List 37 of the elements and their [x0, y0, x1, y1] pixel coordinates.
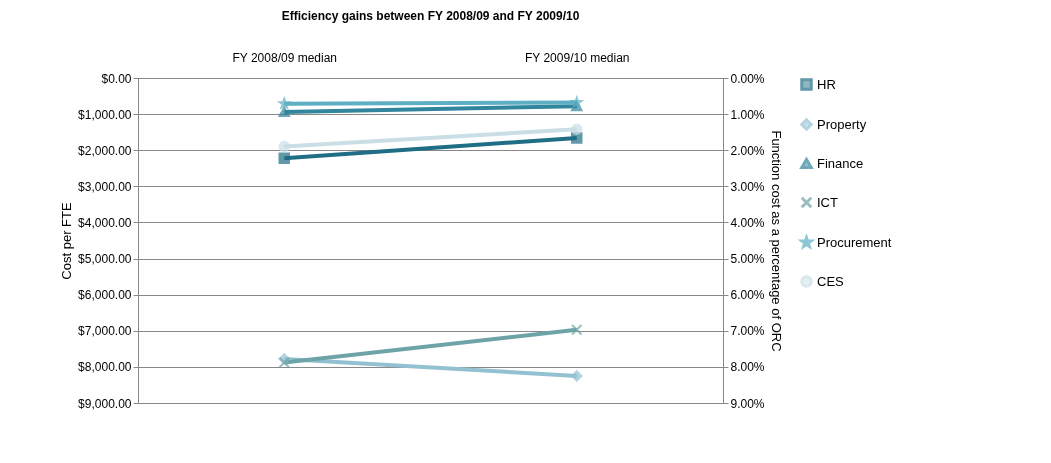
- x-tick-label: FY 2009/10 median: [524, 50, 630, 65]
- point: [278, 152, 290, 164]
- y2-tick-label: 7.00%: [730, 324, 765, 339]
- y2-tick-label: 4.00%: [730, 215, 765, 230]
- y2-tick-label: 0.00%: [730, 71, 765, 86]
- point: [278, 356, 290, 369]
- y2-tick-label: 1.00%: [730, 107, 765, 122]
- chart-title: Efficiency gains between FY 2008/09 and FY 2009/10: [281, 9, 580, 23]
- y-axis-title: Cost per FTE: [59, 202, 75, 280]
- y2-tick-label: 3.00%: [730, 179, 765, 194]
- y2-tick-label: 8.00%: [730, 360, 765, 375]
- y-tick-label: $4,000.00: [78, 215, 132, 230]
- legend-label: Finance: [817, 155, 864, 171]
- y-tick-label: $1,000.00: [78, 107, 132, 122]
- point: [571, 323, 583, 336]
- legend-label: Property: [817, 116, 867, 132]
- y2-tick-label: 5.00%: [730, 252, 765, 267]
- point: [571, 370, 583, 382]
- y-tick-label: $3,000.00: [78, 179, 132, 194]
- legend-label: Procurement: [817, 234, 892, 250]
- x-tick-label: FY 2008/09 median: [232, 50, 338, 65]
- y2-tick-label: 2.00%: [730, 143, 765, 158]
- y-tick-label: $2,000.00: [78, 143, 132, 158]
- legend-label: HR: [817, 76, 836, 92]
- y-tick-label: $9,000.00: [78, 396, 132, 411]
- point: [278, 140, 290, 153]
- y-tick-label: $7,000.00: [78, 324, 132, 339]
- y-tick-label: $8,000.00: [78, 360, 132, 375]
- y2-tick-label: 6.00%: [730, 288, 765, 303]
- y2-tick-label: 9.00%: [730, 396, 765, 411]
- legend-label: ICT: [817, 194, 838, 210]
- y-tick-label: $5,000.00: [78, 252, 132, 267]
- y-tick-label: $0.00: [101, 71, 132, 86]
- legend-label: CES: [817, 273, 845, 289]
- y-tick-label: $6,000.00: [78, 288, 132, 303]
- point: [571, 123, 583, 136]
- y2-axis-title: Function cost as a percentage of ORC: [768, 130, 784, 352]
